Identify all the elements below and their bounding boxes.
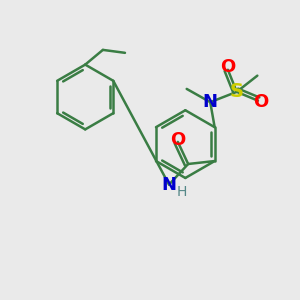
Text: O: O — [170, 131, 185, 149]
Text: S: S — [230, 82, 244, 101]
Text: O: O — [220, 58, 236, 76]
Text: N: N — [203, 93, 218, 111]
Text: O: O — [253, 93, 268, 111]
Text: H: H — [176, 185, 187, 199]
Text: N: N — [161, 176, 176, 194]
